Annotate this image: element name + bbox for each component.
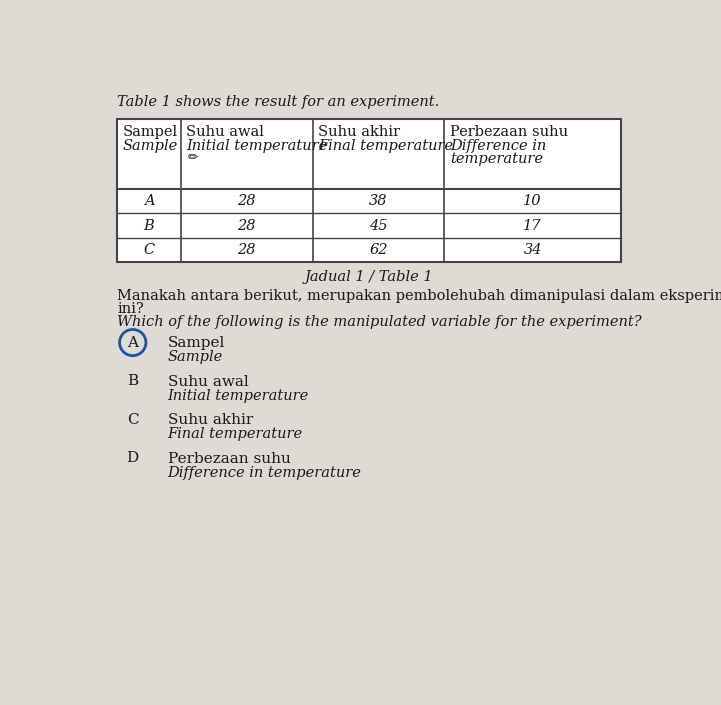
- Text: D: D: [127, 451, 139, 465]
- Text: Initial temperature: Initial temperature: [167, 388, 309, 403]
- Text: A: A: [143, 194, 154, 208]
- Text: 10: 10: [523, 194, 542, 208]
- Text: Suhu akhir: Suhu akhir: [167, 413, 253, 427]
- Text: 62: 62: [369, 243, 388, 257]
- Text: Suhu awal: Suhu awal: [186, 125, 264, 140]
- Bar: [118, 119, 621, 262]
- Text: Jadual 1 / Table 1: Jadual 1 / Table 1: [305, 270, 433, 284]
- Text: Suhu akhir: Suhu akhir: [318, 125, 400, 140]
- Text: temperature: temperature: [450, 152, 543, 166]
- Text: Final temperature: Final temperature: [318, 140, 453, 153]
- Text: C: C: [127, 412, 138, 427]
- Text: Manakah antara berikut, merupakan pembolehubah dimanipulasi dalam eksperimen: Manakah antara berikut, merupakan pembol…: [118, 288, 721, 302]
- Text: Perbezaan suhu: Perbezaan suhu: [167, 452, 291, 466]
- Text: 28: 28: [237, 194, 256, 208]
- Text: ✏: ✏: [187, 152, 198, 164]
- Text: ini?: ini?: [118, 302, 144, 316]
- Text: B: B: [127, 374, 138, 388]
- Text: Sample: Sample: [167, 350, 223, 364]
- Text: Table 1 shows the result for an experiment.: Table 1 shows the result for an experime…: [118, 95, 440, 109]
- Text: 45: 45: [369, 219, 388, 233]
- Text: Sampel: Sampel: [123, 125, 178, 140]
- Text: 38: 38: [369, 194, 388, 208]
- Text: Perbezaan suhu: Perbezaan suhu: [450, 125, 568, 140]
- Text: Difference in: Difference in: [450, 140, 546, 153]
- Text: 28: 28: [237, 243, 256, 257]
- Text: Sample: Sample: [123, 140, 178, 153]
- Text: Suhu awal: Suhu awal: [167, 375, 248, 389]
- Text: Initial temperature: Initial temperature: [186, 140, 327, 153]
- Text: 28: 28: [237, 219, 256, 233]
- Text: C: C: [143, 243, 154, 257]
- Text: A: A: [127, 336, 138, 350]
- Text: B: B: [143, 219, 154, 233]
- Text: Sampel: Sampel: [167, 336, 225, 350]
- Text: 17: 17: [523, 219, 542, 233]
- Text: Which of the following is the manipulated variable for the experiment?: Which of the following is the manipulate…: [118, 315, 642, 329]
- Text: Difference in temperature: Difference in temperature: [167, 466, 361, 479]
- Text: Final temperature: Final temperature: [167, 427, 303, 441]
- Text: 34: 34: [523, 243, 542, 257]
